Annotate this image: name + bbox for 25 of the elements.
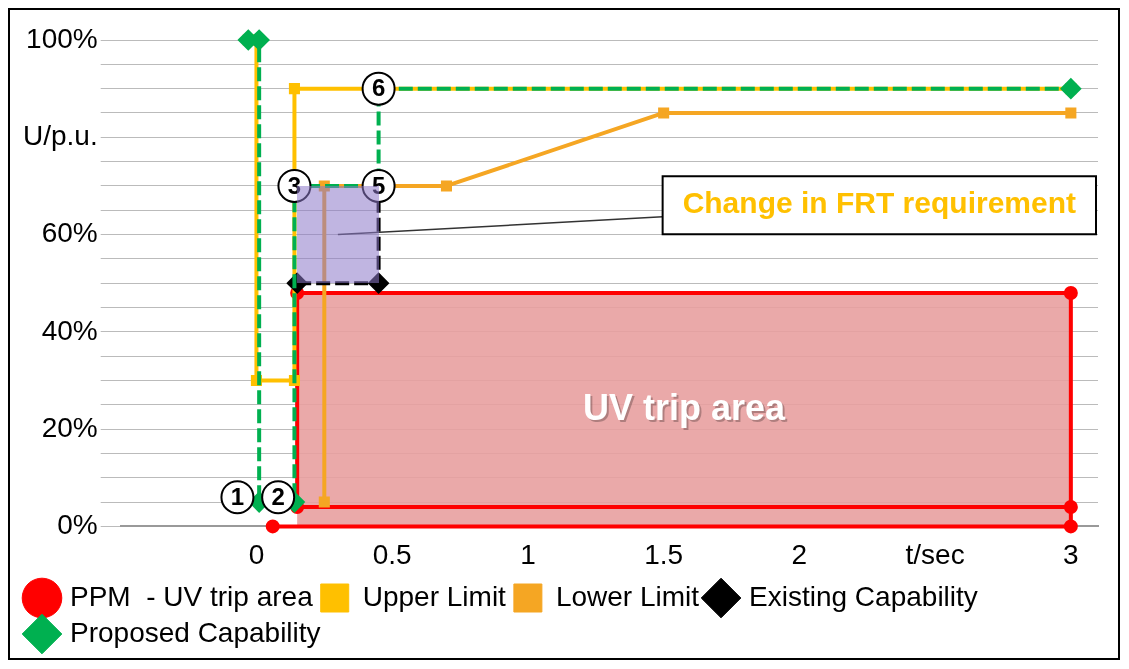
legend-label: Lower Limit (555, 580, 700, 612)
legend-label: Existing Capability (749, 580, 978, 612)
annotation: 6 (371, 74, 386, 102)
annotation: UV trip area (584, 388, 789, 430)
x-tick-label: 0.5 (372, 538, 412, 570)
y-tick-label: U/p.u. (23, 120, 98, 151)
y-tick-label: 100% (26, 22, 98, 54)
annotation: 3 (287, 171, 302, 199)
annotation: 1 (230, 482, 245, 510)
y-tick-label: 40% (41, 314, 98, 346)
legend-label: PPM - UV trip area (70, 580, 314, 612)
annotation: 2 (271, 482, 285, 510)
annotation: Change in FRT requirement (682, 186, 1077, 220)
legend-label: Proposed Capability (70, 616, 321, 648)
y-tick-label: 0% (57, 509, 98, 541)
annotation: 5 (371, 171, 386, 199)
legend-label: Upper Limit (362, 580, 507, 612)
x-tick-label: t/sec (905, 538, 965, 570)
x-tick-label: 1.5 (644, 538, 684, 570)
x-tick-label: 2 (791, 538, 808, 570)
y-tick-label: 20% (41, 411, 98, 443)
x-tick-label: 1 (520, 538, 536, 570)
x-tick-label: 0 (248, 538, 265, 570)
x-tick-label: 3 (1063, 538, 1079, 570)
y-tick-label: 60% (41, 217, 98, 249)
